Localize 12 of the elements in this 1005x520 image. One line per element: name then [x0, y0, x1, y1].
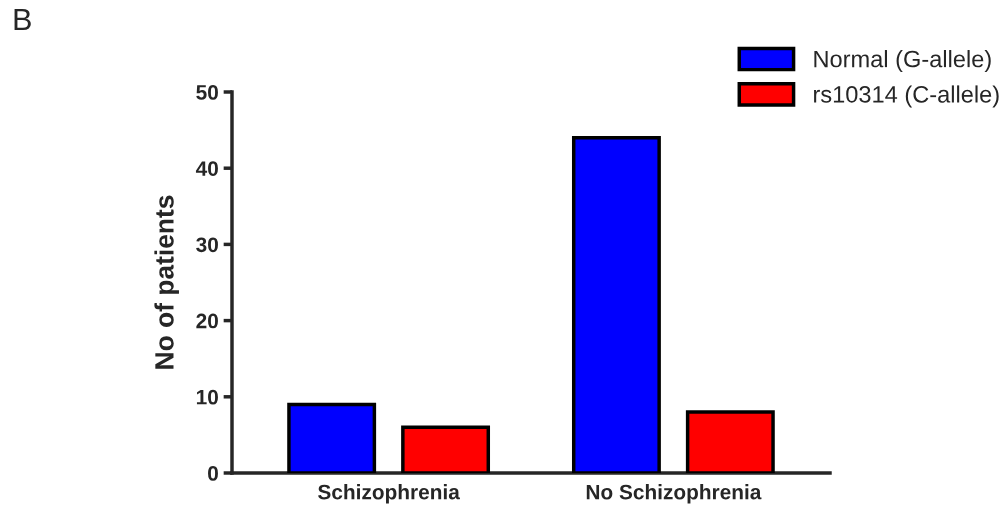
legend-label: Normal (G-allele) — [814, 50, 991, 73]
x-tick-label: No Schizophrenia — [586, 484, 762, 504]
y-tick-label: 30 — [196, 237, 218, 253]
y-tick-label: 10 — [196, 389, 218, 405]
legend-label: rs10314 (C-allele) — [814, 85, 999, 108]
y-tick-label: 40 — [195, 161, 218, 176]
text: B — [14, 8, 31, 30]
y-tick-label: 50 — [196, 85, 218, 100]
y-tick-label: 0 — [208, 466, 218, 481]
x-tick-label: Schizophrenia — [318, 484, 460, 504]
y-tick-label: 20 — [196, 313, 218, 329]
y-axis-title: No of patients — [154, 195, 179, 369]
